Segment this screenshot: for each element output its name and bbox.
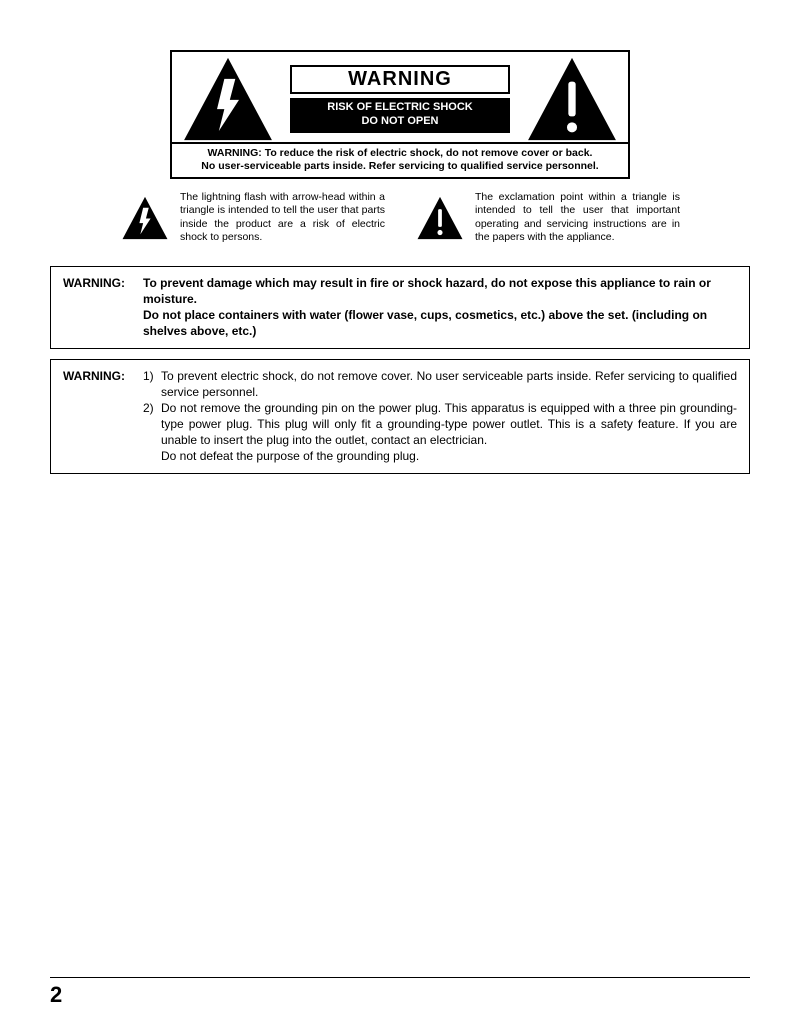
warning-2-body: 1) To prevent electric shock, do not rem… xyxy=(143,368,737,465)
warning-box-1: WARNING: To prevent damage which may res… xyxy=(50,266,750,349)
exclamation-triangle-small-icon xyxy=(415,191,465,244)
top-warning-text-line-1: WARNING: To reduce the risk of electric … xyxy=(208,147,593,159)
warning-1-body: To prevent damage which may result in fi… xyxy=(143,275,737,340)
warning-2-item-2: 2) Do not remove the grounding pin on th… xyxy=(143,400,737,465)
warning-center-labels: WARNING RISK OF ELECTRIC SHOCK DO NOT OP… xyxy=(290,65,510,133)
warning-2-item-2b: Do not defeat the purpose of the groundi… xyxy=(161,448,737,464)
risk-box: RISK OF ELECTRIC SHOCK DO NOT OPEN xyxy=(290,98,510,133)
top-warning-text-line-2: No user-serviceable parts inside. Refer … xyxy=(201,160,598,172)
warning-2-item-2-text: Do not remove the grounding pin on the p… xyxy=(161,400,737,465)
top-warning-box: WARNING RISK OF ELECTRIC SHOCK DO NOT OP… xyxy=(170,50,630,179)
lightning-triangle-icon xyxy=(178,56,278,142)
exclamation-explanation: The exclamation point within a triangle … xyxy=(415,191,680,244)
top-warning-row: WARNING RISK OF ELECTRIC SHOCK DO NOT OP… xyxy=(172,52,628,142)
page-footer: 2 xyxy=(50,977,750,1008)
warning-box-2: WARNING: 1) To prevent electric shock, d… xyxy=(50,359,750,474)
warning-2-item-1: 1) To prevent electric shock, do not rem… xyxy=(143,368,737,400)
warning-1-line-1: To prevent damage which may result in fi… xyxy=(143,275,737,307)
page-number: 2 xyxy=(50,982,62,1007)
exclamation-explanation-text: The exclamation point within a triangle … xyxy=(475,191,680,244)
warning-2-item-1-text: To prevent electric shock, do not remove… xyxy=(161,368,737,400)
exclamation-triangle-icon xyxy=(522,56,622,142)
warning-2-item-2-num: 2) xyxy=(143,400,161,465)
risk-line-2: DO NOT OPEN xyxy=(290,115,510,129)
warning-2-item-1-num: 1) xyxy=(143,368,161,400)
lightning-explanation-text: The lightning flash with arrow-head with… xyxy=(180,191,385,244)
risk-line-1: RISK OF ELECTRIC SHOCK xyxy=(290,101,510,115)
warning-2-label: WARNING: xyxy=(63,368,141,384)
symbol-explanations: The lightning flash with arrow-head with… xyxy=(120,191,680,244)
warning-title: WARNING xyxy=(290,65,510,94)
lightning-explanation: The lightning flash with arrow-head with… xyxy=(120,191,385,244)
lightning-triangle-small-icon xyxy=(120,191,170,244)
warning-2-item-2a: Do not remove the grounding pin on the p… xyxy=(161,400,737,449)
warning-1-line-2: Do not place containers with water (flow… xyxy=(143,307,737,339)
top-warning-panel: WARNING RISK OF ELECTRIC SHOCK DO NOT OP… xyxy=(170,50,630,179)
warning-1-label: WARNING: xyxy=(63,275,141,291)
top-warning-text: WARNING: To reduce the risk of electric … xyxy=(172,142,628,177)
